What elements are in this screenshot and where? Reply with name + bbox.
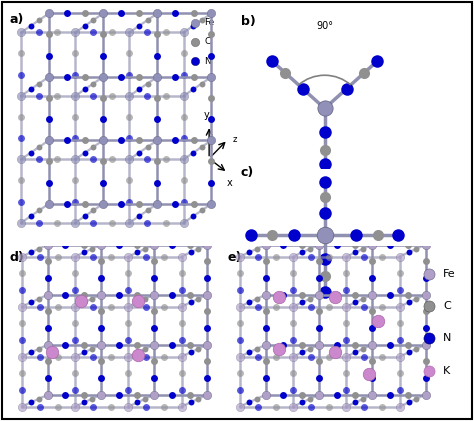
Text: C: C [204, 37, 211, 46]
Text: b): b) [240, 15, 255, 28]
Text: a): a) [9, 13, 24, 27]
Text: x: x [227, 178, 233, 188]
Text: e): e) [227, 251, 241, 264]
Text: N: N [204, 56, 211, 66]
Text: y: y [204, 110, 210, 120]
Text: d): d) [9, 251, 24, 264]
Text: K: K [443, 366, 450, 376]
Text: Fe: Fe [204, 19, 215, 27]
Text: C: C [443, 301, 451, 311]
Text: 90°: 90° [316, 21, 333, 31]
Text: N: N [443, 333, 452, 344]
Text: c): c) [240, 166, 254, 179]
Text: z: z [232, 135, 237, 144]
Text: Fe: Fe [443, 269, 456, 279]
